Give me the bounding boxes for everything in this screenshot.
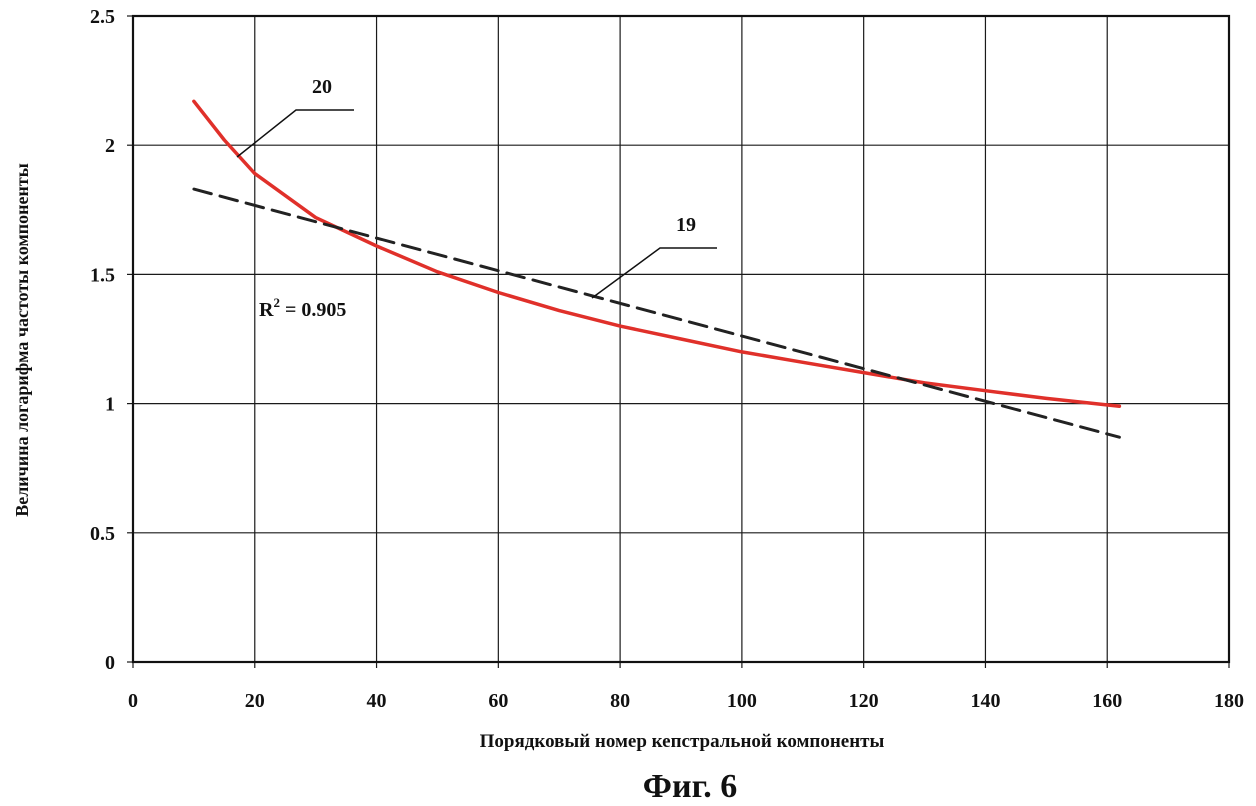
x-tick-label: 0 [128, 690, 138, 712]
y-tick-label: 1 [105, 394, 115, 416]
y-tick-label: 2 [105, 135, 115, 157]
series-ref-label-19: 19 [676, 214, 696, 236]
series-line-20 [194, 101, 1120, 406]
x-tick-label: 80 [610, 690, 630, 712]
chart: 02040608010012014016018000.511.522.5 20 … [0, 0, 1256, 806]
x-axis-label: Порядковый номер кепстральной компоненты [480, 731, 885, 752]
x-tick-label: 20 [245, 690, 265, 712]
y-tick-label: 0.5 [90, 523, 115, 545]
y-tick-label: 0 [105, 652, 115, 674]
x-tick-label: 180 [1214, 690, 1244, 712]
series-ref-label-20: 20 [312, 76, 332, 98]
x-tick-label: 100 [727, 690, 757, 712]
y-axis-label: Величина логарифма частоты компоненты [12, 163, 32, 517]
y-tick-label: 2.5 [90, 6, 115, 28]
x-tick-label: 60 [488, 690, 508, 712]
series-layer [194, 101, 1120, 437]
leader-line-19 [592, 248, 717, 298]
r-squared-annotation: R2 = 0.905 [259, 295, 346, 321]
x-tick-label: 160 [1092, 690, 1122, 712]
figure-caption: Фиг. 6 [643, 768, 737, 805]
y-tick-label: 1.5 [90, 264, 115, 286]
x-tick-label: 120 [849, 690, 879, 712]
ticks: 0 20 40 60 80 100 120 140 160 180 0 0.5 1 1.5 2 2.5 [90, 6, 1244, 712]
x-tick-label: 140 [970, 690, 1000, 712]
x-tick-label: 40 [367, 690, 387, 712]
